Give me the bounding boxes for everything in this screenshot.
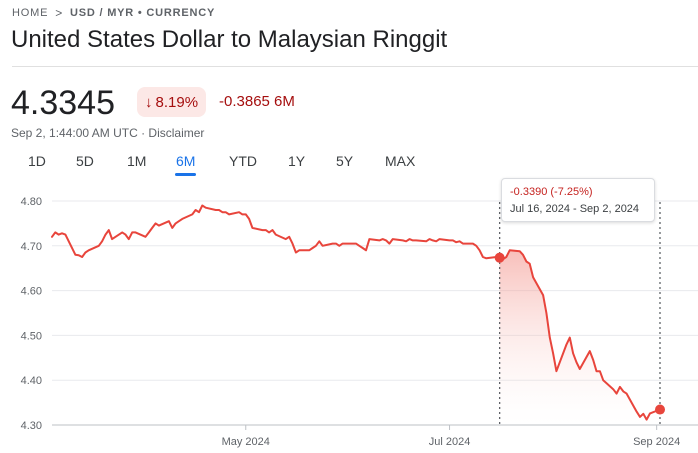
tab-5d[interactable]: 5D bbox=[76, 153, 94, 169]
x-tick-label: Jul 2024 bbox=[429, 436, 471, 448]
selection-end-point[interactable] bbox=[655, 404, 665, 415]
tab-1y[interactable]: 1Y bbox=[288, 153, 306, 169]
breadcrumb: HOME > USD / MYR • CURRENCY bbox=[12, 6, 215, 20]
price-chart[interactable]: 4.80 4.70 4.60 4.50 4.40 4.30 May 2024 Jul 202… bbox=[0, 180, 698, 453]
absolute-change: -0.3865 6M bbox=[219, 93, 295, 110]
selection-start-point[interactable] bbox=[494, 252, 505, 263]
breadcrumb-current: USD / MYR • CURRENCY bbox=[70, 7, 216, 19]
y-tick-label: 4.50 bbox=[21, 330, 42, 342]
y-tick-label: 4.30 bbox=[21, 420, 42, 432]
x-tick-label: Sep 2024 bbox=[633, 436, 680, 448]
tab-ytd[interactable]: YTD bbox=[229, 153, 257, 169]
tooltip-range: Jul 16, 2024 - Sep 2, 2024 bbox=[510, 203, 640, 215]
tooltip-change: -0.3390 (-7.25%) bbox=[510, 186, 593, 198]
chevron-right-icon: > bbox=[55, 6, 64, 20]
tab-max[interactable]: MAX bbox=[385, 153, 416, 169]
y-tick-label: 4.60 bbox=[21, 286, 42, 298]
x-tick-label: May 2024 bbox=[222, 436, 270, 448]
header-divider bbox=[12, 66, 698, 67]
y-tick-label: 4.70 bbox=[21, 241, 42, 253]
tab-1d[interactable]: 1D bbox=[28, 153, 46, 169]
selection-tooltip: -0.3390 (-7.25%) Jul 16, 2024 - Sep 2, 2… bbox=[501, 178, 655, 222]
percent-change-value: 8.19% bbox=[155, 93, 199, 111]
tab-6m[interactable]: 6M bbox=[174, 153, 197, 176]
y-tick-label: 4.40 bbox=[21, 375, 42, 387]
percent-change-badge: ↓ 8.19% bbox=[137, 87, 207, 117]
quote-timestamp: Sep 2, 1:44:00 AM UTC · Disclaimer bbox=[11, 126, 205, 140]
page-title: United States Dollar to Malaysian Ringgi… bbox=[11, 26, 448, 53]
selection-area bbox=[499, 250, 660, 425]
series-line bbox=[51, 204, 661, 421]
current-price: 4.3345 bbox=[11, 84, 115, 122]
tab-5y[interactable]: 5Y bbox=[336, 153, 354, 169]
arrow-down-icon: ↓ bbox=[145, 93, 153, 111]
tab-1m[interactable]: 1M bbox=[127, 153, 147, 169]
breadcrumb-home[interactable]: HOME bbox=[12, 7, 49, 19]
y-tick-label: 4.80 bbox=[21, 196, 42, 208]
